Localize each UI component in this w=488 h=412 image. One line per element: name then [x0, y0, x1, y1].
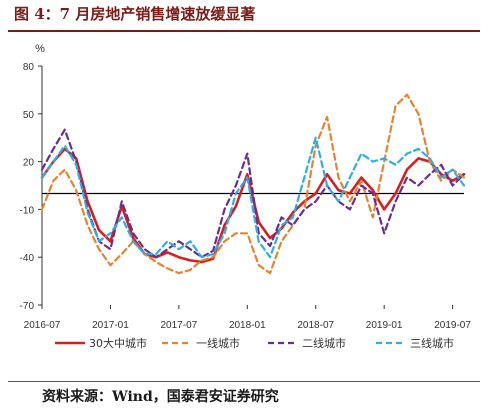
x-tick-label: 2018-07 [297, 320, 334, 331]
x-tick-label: 2018-01 [229, 320, 266, 331]
y-tick-label: 20 [23, 158, 35, 169]
chart-title: 图 4：7 月房地产销售增速放缓显著 [14, 5, 256, 23]
legend-label-4: 三线城市 [410, 336, 454, 350]
y-axis-unit: % [35, 43, 45, 55]
title-rule [8, 30, 480, 32]
legend-label-1: 30大中城市 [89, 336, 147, 350]
y-tick-label: -10 [20, 205, 35, 216]
y-tick-label: 80 [23, 62, 35, 73]
legend: 30大中城市 一线城市 二线城市 三线城市 [55, 336, 454, 350]
line-chart: %80 50 20 -10 -40 -70 2016-07 2017-01 2017-07 201… [20, 43, 472, 350]
legend-label-2: 一线城市 [196, 336, 240, 350]
y-tick-label: 50 [23, 110, 35, 121]
source-note: 资料来源：Wind，国泰君安证券研究 [42, 389, 279, 405]
series-line-4 [40, 136, 466, 259]
y-tick-label: -70 [20, 301, 35, 312]
x-tick-label: 2019-01 [366, 320, 403, 331]
legend-label-3: 二线城市 [302, 336, 346, 350]
x-tick-label: 2019-07 [434, 320, 471, 331]
series-line-3 [40, 128, 466, 259]
x-tick-label: 2017-01 [92, 320, 129, 331]
series-lines [40, 93, 466, 275]
y-tick-label: -40 [20, 253, 35, 264]
x-tick-label: 2017-07 [161, 320, 198, 331]
x-tick-label: 2016-07 [24, 320, 61, 331]
axes: %80 50 20 -10 -40 -70 2016-07 2017-01 2017-07 201… [20, 43, 472, 331]
series-line-2 [40, 93, 466, 275]
footer-rule [8, 381, 480, 382]
